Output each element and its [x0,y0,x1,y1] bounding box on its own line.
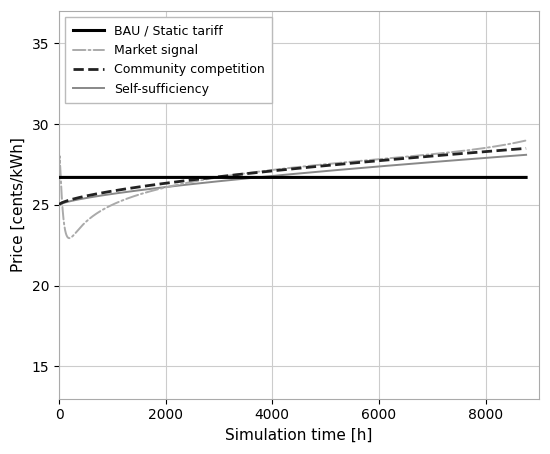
Self-sufficiency [194,181,200,186]
Market signal [183,180,189,186]
Community competition [210,175,217,180]
Market signal [507,141,514,147]
Market signal [156,186,162,192]
Self-sufficiency [189,181,195,187]
Community competition [523,146,530,151]
Community competition [194,177,200,182]
Legend: BAU / Static tariff, Market signal, Community competition, Self-sufficiency: BAU / Static tariff, Market signal, Comm… [65,17,272,103]
Community competition [156,182,162,187]
Market signal [189,179,195,185]
BAU / Static tariff [523,175,530,180]
Self-sufficiency [523,152,530,158]
Market signal [66,236,73,241]
Y-axis label: Price [cents/kWh]: Price [cents/kWh] [11,138,26,272]
BAU / Static tariff [210,175,217,180]
Line: Community competition: Community competition [59,148,526,205]
Self-sufficiency [56,202,62,207]
Self-sufficiency [156,185,162,191]
Self-sufficiency [210,179,217,184]
Market signal [56,184,62,190]
Community competition [189,177,195,183]
BAU / Static tariff [194,175,200,180]
X-axis label: Simulation time [h]: Simulation time [h] [226,428,373,443]
Market signal [523,138,530,143]
Line: Self-sufficiency: Self-sufficiency [59,155,526,205]
BAU / Static tariff [189,175,195,180]
Market signal [194,178,201,183]
Community competition [183,178,189,183]
Self-sufficiency [507,153,514,159]
BAU / Static tariff [156,175,162,180]
Line: Market signal: Market signal [59,140,526,238]
BAU / Static tariff [183,175,189,180]
Community competition [56,202,62,207]
Market signal [210,175,217,181]
BAU / Static tariff [507,175,514,180]
BAU / Static tariff [56,175,62,180]
Self-sufficiency [183,182,189,188]
Community competition [507,147,514,153]
